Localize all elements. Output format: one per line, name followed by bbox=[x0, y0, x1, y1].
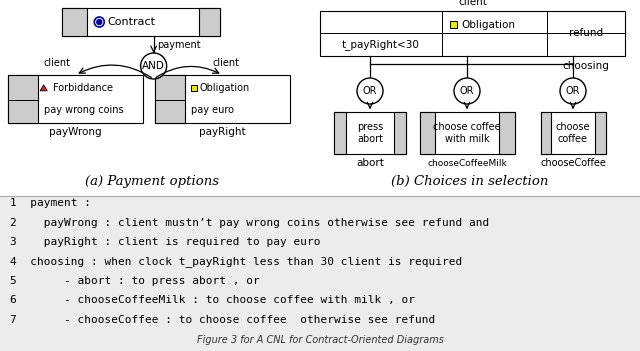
Text: Obligation: Obligation bbox=[200, 84, 250, 93]
Text: 6       - chooseCoffeeMilk : to choose coffee with milk , or: 6 - chooseCoffeeMilk : to choose coffee … bbox=[10, 296, 415, 305]
Bar bbox=[334, 112, 406, 154]
Text: (b) Choices in selection: (b) Choices in selection bbox=[391, 174, 548, 187]
Circle shape bbox=[94, 17, 104, 27]
Bar bbox=[155, 75, 185, 123]
Text: Figure 3 for A CNL for Contract-Oriented Diagrams: Figure 3 for A CNL for Contract-Oriented… bbox=[196, 335, 444, 345]
Text: chooseCoffee: chooseCoffee bbox=[540, 158, 606, 168]
Text: 5       - abort : to press abort , or: 5 - abort : to press abort , or bbox=[10, 276, 260, 286]
Circle shape bbox=[97, 20, 102, 25]
Text: pay euro: pay euro bbox=[191, 105, 234, 114]
Polygon shape bbox=[40, 85, 47, 91]
Circle shape bbox=[357, 78, 383, 104]
Text: payment: payment bbox=[157, 40, 200, 49]
Circle shape bbox=[560, 78, 586, 104]
Bar bbox=[320, 11, 625, 56]
Bar bbox=[499, 112, 515, 154]
Text: OR: OR bbox=[566, 86, 580, 96]
Text: Obligation: Obligation bbox=[461, 20, 515, 30]
Text: t_payRight<30: t_payRight<30 bbox=[342, 39, 420, 50]
Bar bbox=[595, 112, 605, 154]
Text: 3    payRight : client is required to pay euro: 3 payRight : client is required to pay e… bbox=[10, 237, 321, 247]
Text: abort: abort bbox=[356, 158, 384, 168]
Text: (a) Payment options: (a) Payment options bbox=[85, 174, 219, 187]
Text: press
abort: press abort bbox=[357, 122, 383, 144]
Text: pay wrong coins: pay wrong coins bbox=[44, 105, 124, 114]
Bar bbox=[0, 196, 640, 351]
Text: 1  payment :: 1 payment : bbox=[10, 198, 91, 208]
Text: OR: OR bbox=[363, 86, 377, 96]
Bar bbox=[450, 21, 457, 28]
Text: OR: OR bbox=[460, 86, 474, 96]
Text: payWrong: payWrong bbox=[49, 127, 102, 137]
Text: 2    payWrong : client mustn’t pay wrong coins otherwise see refund and: 2 payWrong : client mustn’t pay wrong co… bbox=[10, 218, 489, 227]
Text: Forbiddance: Forbiddance bbox=[52, 84, 113, 93]
Text: payRight: payRight bbox=[199, 127, 246, 137]
Bar bbox=[394, 112, 406, 154]
Bar bbox=[541, 112, 605, 154]
Text: chooseCoffeeMilk: chooseCoffeeMilk bbox=[427, 159, 507, 167]
Text: client: client bbox=[212, 58, 239, 68]
Bar bbox=[200, 8, 220, 36]
Text: client: client bbox=[458, 0, 487, 7]
Bar bbox=[541, 112, 551, 154]
Bar bbox=[155, 75, 290, 123]
Bar bbox=[191, 85, 196, 92]
Text: choosing: choosing bbox=[563, 61, 609, 71]
Text: refund: refund bbox=[569, 28, 603, 39]
Circle shape bbox=[141, 53, 166, 79]
Bar bbox=[8, 75, 143, 123]
Bar bbox=[419, 112, 435, 154]
Bar bbox=[62, 8, 220, 36]
Text: 4  choosing : when clock t_payRight less than 30 client is required: 4 choosing : when clock t_payRight less … bbox=[10, 256, 462, 267]
Text: choose coffee
with milk: choose coffee with milk bbox=[433, 122, 501, 144]
Text: choose
coffee: choose coffee bbox=[556, 122, 590, 144]
Bar bbox=[419, 112, 515, 154]
Text: 7       - chooseCoffee : to choose coffee  otherwise see refund: 7 - chooseCoffee : to choose coffee othe… bbox=[10, 315, 435, 325]
Circle shape bbox=[454, 78, 480, 104]
Bar bbox=[62, 8, 87, 36]
Text: Contract: Contract bbox=[108, 17, 156, 27]
Bar bbox=[334, 112, 346, 154]
Text: AND: AND bbox=[142, 61, 165, 71]
Bar bbox=[8, 75, 38, 123]
Text: client: client bbox=[44, 58, 70, 68]
